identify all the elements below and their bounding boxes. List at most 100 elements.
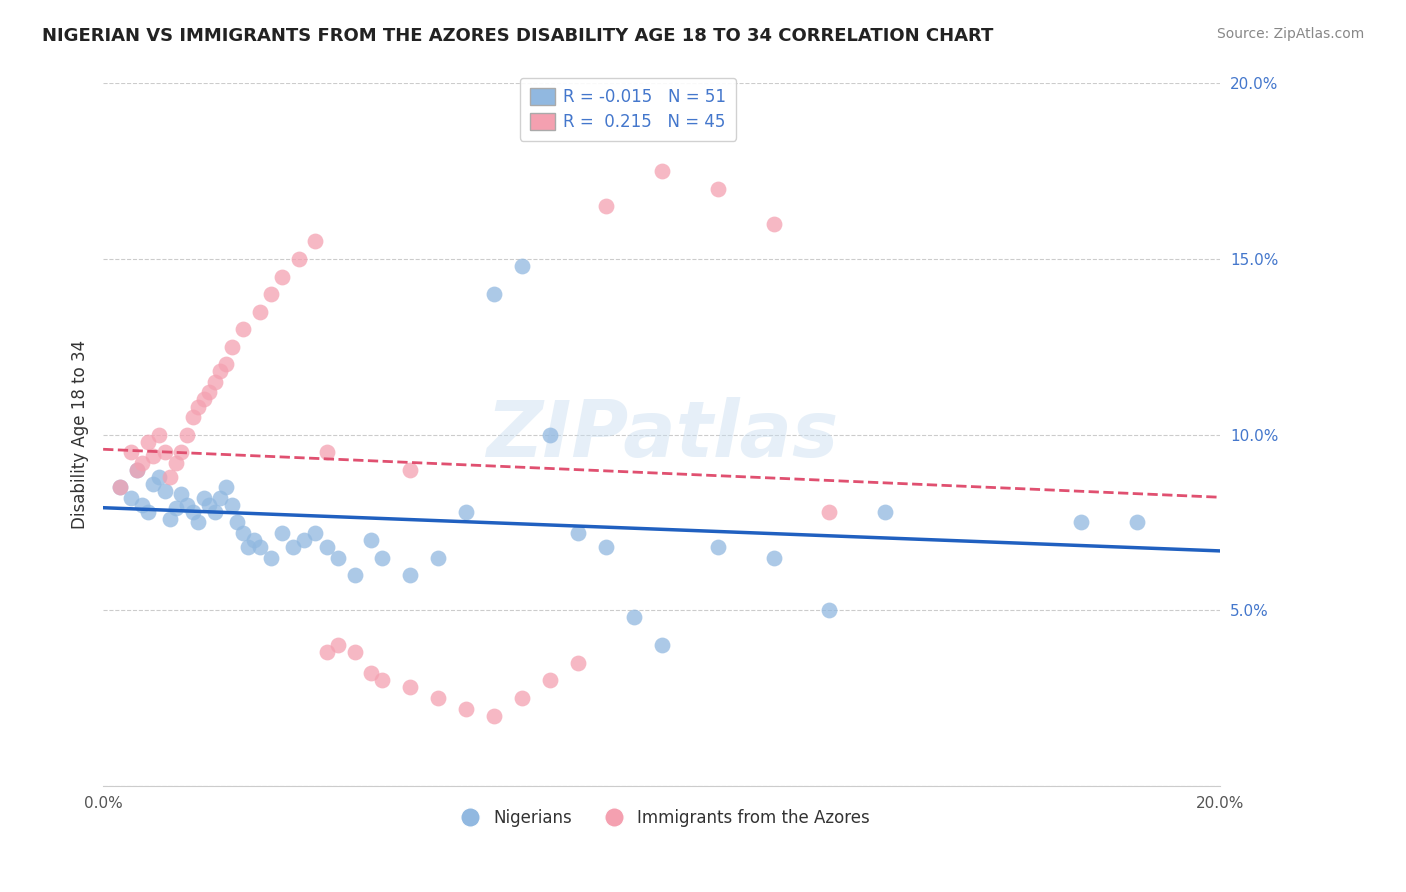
Point [270, 269, 292, 284]
Point [142, 476, 165, 491]
Point [343, 645, 366, 659]
Point [209, 364, 232, 378]
Legend: Nigerians, Immigrants from the Azores: Nigerians, Immigrants from the Azores [447, 802, 877, 834]
Point [215, 357, 238, 371]
Point [120, 491, 142, 505]
Point [281, 540, 304, 554]
Point [567, 656, 589, 670]
Point [326, 550, 349, 565]
Point [538, 673, 561, 688]
Point [567, 525, 589, 540]
Point [136, 434, 159, 449]
Point [249, 540, 271, 554]
Point [371, 550, 394, 565]
Point [232, 525, 254, 540]
Text: Source: ZipAtlas.com: Source: ZipAtlas.com [1216, 27, 1364, 41]
Point [148, 427, 170, 442]
Point [221, 340, 243, 354]
Point [232, 322, 254, 336]
Point [193, 491, 215, 505]
Point [198, 498, 221, 512]
Point [292, 533, 315, 547]
Point [427, 550, 450, 565]
Point [209, 491, 232, 505]
Point [482, 287, 505, 301]
Point [187, 400, 209, 414]
Point [270, 525, 292, 540]
Point [706, 182, 728, 196]
Point [108, 480, 131, 494]
Y-axis label: Disability Age 18 to 34: Disability Age 18 to 34 [72, 340, 89, 529]
Point [326, 638, 349, 652]
Point [538, 427, 561, 442]
Point [399, 681, 422, 695]
Point [221, 498, 243, 512]
Point [176, 427, 198, 442]
Point [215, 480, 238, 494]
Point [1125, 516, 1147, 530]
Point [304, 235, 326, 249]
Point [304, 525, 326, 540]
Point [371, 673, 394, 688]
Point [120, 445, 142, 459]
Point [482, 708, 505, 723]
Point [315, 540, 337, 554]
Point [142, 449, 165, 463]
Point [1070, 516, 1092, 530]
Point [399, 568, 422, 582]
Point [875, 505, 897, 519]
Point [818, 505, 841, 519]
Point [181, 505, 204, 519]
Point [181, 410, 204, 425]
Point [360, 533, 382, 547]
Point [226, 516, 249, 530]
Point [170, 487, 193, 501]
Point [706, 540, 728, 554]
Point [204, 375, 226, 389]
Point [125, 463, 148, 477]
Point [159, 469, 181, 483]
Point [243, 533, 266, 547]
Point [131, 498, 153, 512]
Point [510, 259, 533, 273]
Point [176, 498, 198, 512]
Point [198, 385, 221, 400]
Point [260, 550, 283, 565]
Point [456, 701, 478, 715]
Point [287, 252, 309, 266]
Point [595, 199, 617, 213]
Point [165, 501, 187, 516]
Point [651, 164, 673, 178]
Point [260, 287, 283, 301]
Point [249, 304, 271, 318]
Point [623, 610, 645, 624]
Point [165, 456, 187, 470]
Point [193, 392, 215, 407]
Point [125, 463, 148, 477]
Point [108, 480, 131, 494]
Point [131, 456, 153, 470]
Text: ZIPatlas: ZIPatlas [485, 397, 838, 473]
Point [204, 505, 226, 519]
Point [315, 645, 337, 659]
Point [343, 568, 366, 582]
Point [427, 691, 450, 706]
Point [159, 512, 181, 526]
Point [148, 469, 170, 483]
Point [651, 638, 673, 652]
Point [510, 691, 533, 706]
Point [238, 540, 260, 554]
Point [187, 516, 209, 530]
Point [315, 445, 337, 459]
Point [153, 483, 176, 498]
Point [136, 505, 159, 519]
Point [595, 540, 617, 554]
Point [762, 217, 785, 231]
Point [170, 445, 193, 459]
Point [399, 463, 422, 477]
Text: NIGERIAN VS IMMIGRANTS FROM THE AZORES DISABILITY AGE 18 TO 34 CORRELATION CHART: NIGERIAN VS IMMIGRANTS FROM THE AZORES D… [42, 27, 994, 45]
Point [456, 505, 478, 519]
Point [762, 550, 785, 565]
Point [153, 445, 176, 459]
Point [818, 603, 841, 617]
